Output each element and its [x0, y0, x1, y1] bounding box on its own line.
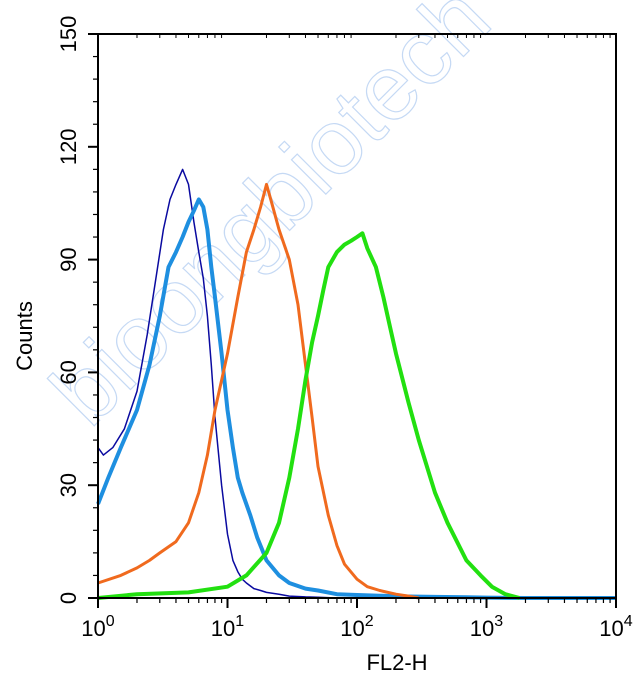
watermark-text: bioongbiotech	[32, 0, 509, 444]
y-tick-label: 150	[56, 16, 81, 53]
axis-ticks	[88, 33, 617, 608]
x-tick-label: 104	[599, 613, 632, 641]
y-axis-title: Counts	[12, 301, 37, 371]
axis-tick-labels: 100 101 102 103 104 0 30 60 90 120 150	[56, 16, 633, 641]
series-line-3	[97, 182, 420, 600]
series-line-4	[97, 231, 521, 600]
series-line-1	[97, 168, 337, 599]
y-tick-label: 90	[56, 247, 81, 271]
y-tick-label: 120	[56, 128, 81, 165]
x-tick-label: 103	[470, 613, 503, 641]
y-tick-label: 0	[56, 592, 81, 604]
x-tick-label: 102	[340, 613, 373, 641]
y-tick-label: 30	[56, 473, 81, 497]
plot-area	[96, 168, 616, 600]
y-tick-label: 60	[56, 360, 81, 384]
x-tick-label: 101	[211, 613, 244, 641]
x-tick-label: 100	[81, 613, 114, 641]
x-axis-title: FL2-H	[366, 650, 427, 675]
